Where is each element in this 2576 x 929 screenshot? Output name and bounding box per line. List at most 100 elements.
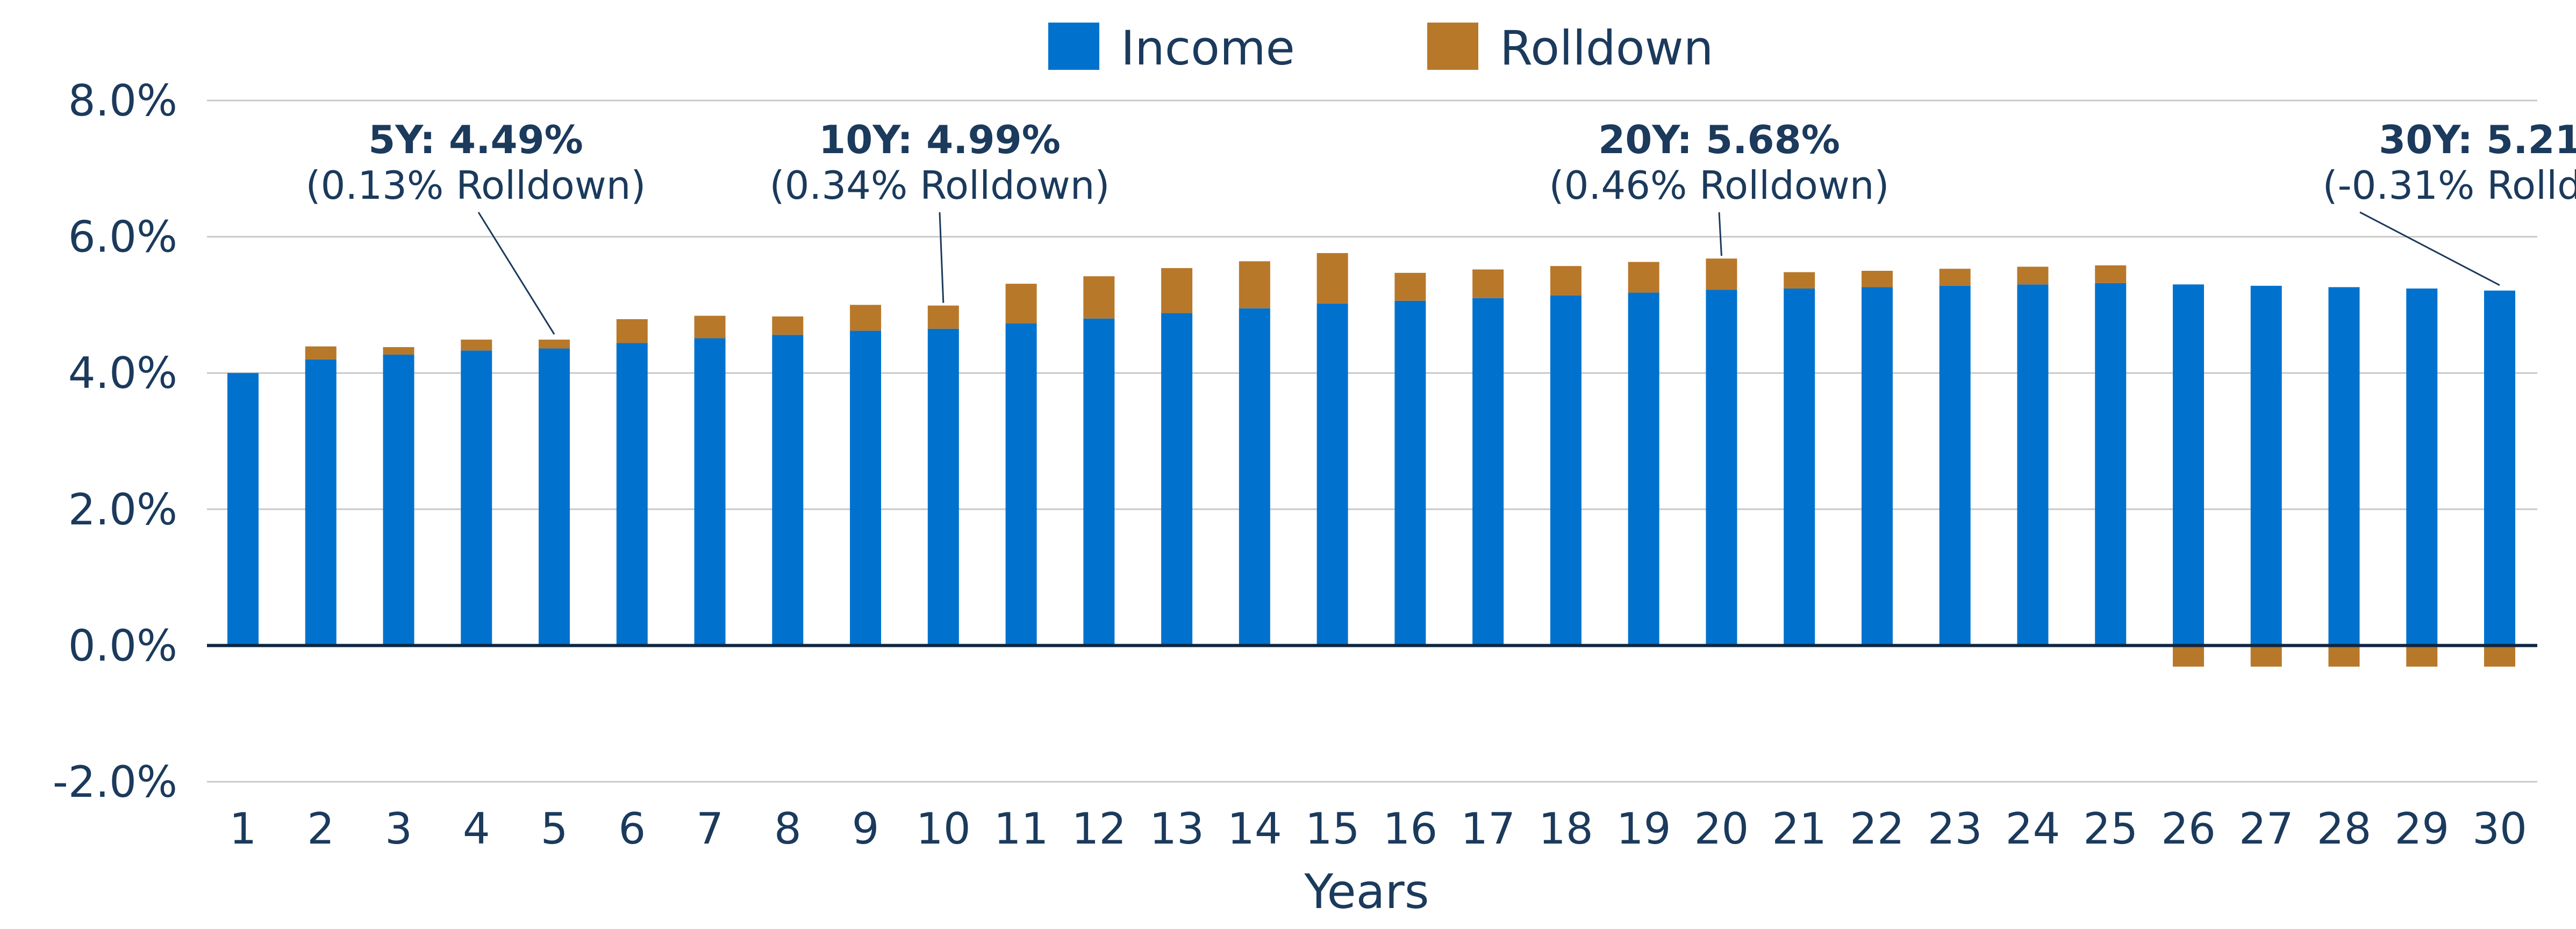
bar-rolldown: [539, 340, 570, 349]
x-tick-label: 18: [1539, 804, 1593, 854]
x-tick-label: 3: [385, 804, 412, 854]
x-tick-label: 28: [2317, 804, 2372, 854]
bar-rolldown: [772, 316, 804, 335]
y-axis-ticks: -2.0% 0.0% 2.0% 4.0% 6.0% 8.0%: [53, 76, 177, 807]
annotation-leader-line: [477, 212, 555, 335]
x-tick-label: 16: [1383, 804, 1437, 854]
annotation-title: 10Y: 4.99%: [819, 117, 1061, 162]
annotation-leader-line: [2359, 211, 2500, 286]
bar-income: [1394, 300, 1426, 646]
annotation-subtitle: (0.13% Rolldown): [306, 163, 646, 208]
bar-income: [2017, 284, 2049, 646]
x-tick-label: 9: [852, 804, 879, 854]
bar-income: [1005, 323, 1037, 646]
bar-income: [1239, 308, 1270, 646]
x-tick-label: 17: [1461, 804, 1515, 854]
x-axis-title: Years: [1304, 864, 1429, 919]
legend-label: Rolldown: [1500, 20, 1713, 76]
bar-rolldown: [2095, 265, 2127, 283]
y-tick-label: -2.0%: [53, 757, 177, 807]
bar-rolldown: [850, 305, 882, 331]
x-tick-label: 24: [2006, 804, 2060, 854]
bar-rolldown: [2484, 645, 2515, 667]
annotations: 5Y: 4.49%(0.13% Rolldown) 10Y: 4.99%(0.34…: [306, 117, 2576, 335]
x-axis-ticks: 1 2 3 4 5 6 7 8 9 10 11 12 13 14 15 16 17 18 19 20 21 22 23 24 2…: [230, 804, 2527, 854]
x-tick-label: 8: [774, 804, 802, 854]
x-tick-label: 19: [1616, 804, 1671, 854]
bar-income: [1083, 318, 1115, 646]
y-tick-label: 2.0%: [68, 485, 177, 535]
bar-rolldown: [1316, 253, 1348, 304]
x-tick-label: 22: [1850, 804, 1905, 854]
x-tick-label: 26: [2161, 804, 2216, 854]
bar-rolldown: [2328, 645, 2360, 667]
bar-rolldown: [383, 347, 414, 355]
bar-rolldown: [927, 305, 959, 329]
bar-income: [1161, 313, 1193, 646]
bars: [227, 253, 2515, 667]
bar-rolldown: [694, 315, 726, 339]
bar-rolldown: [1861, 271, 1893, 287]
x-tick-label: 15: [1305, 804, 1360, 854]
x-tick-label: 4: [463, 804, 490, 854]
x-tick-label: 5: [541, 804, 568, 854]
bar-income: [772, 335, 804, 646]
legend: Income Rolldown: [1048, 20, 1713, 76]
bar-rolldown: [1706, 258, 1737, 290]
bar-income: [305, 359, 337, 646]
bar-income: [850, 330, 882, 646]
bar-income: [2484, 290, 2515, 646]
x-tick-label: 25: [2083, 804, 2138, 854]
bar-income: [1472, 298, 1504, 646]
y-tick-label: 6.0%: [68, 212, 177, 262]
bar-rolldown: [1394, 272, 1426, 301]
bar-income: [539, 348, 570, 646]
x-tick-label: 6: [618, 804, 646, 854]
bar-rolldown: [305, 346, 337, 359]
bar-rolldown: [1161, 268, 1193, 313]
x-tick-label: 7: [696, 804, 724, 854]
bar-income: [1628, 292, 1659, 646]
x-tick-label: 27: [2239, 804, 2294, 854]
bar-income: [616, 343, 648, 646]
legend-swatch: [1427, 23, 1478, 70]
bar-rolldown: [2172, 645, 2204, 667]
annotation-title: 5Y: 4.49%: [368, 117, 583, 162]
x-tick-label: 2: [307, 804, 334, 854]
bar-rolldown: [1472, 269, 1504, 298]
bar-rolldown: [1628, 262, 1659, 293]
x-tick-label: 30: [2472, 804, 2527, 854]
bar-rolldown: [2250, 645, 2282, 667]
bar-income: [1706, 290, 1737, 646]
x-tick-label: 14: [1227, 804, 1282, 854]
y-tick-label: 0.0%: [68, 621, 177, 671]
x-tick-label: 13: [1149, 804, 1204, 854]
bar-income: [383, 354, 414, 646]
annotation-subtitle: (-0.31% Rolldown): [2323, 163, 2576, 208]
bar-income: [2095, 283, 2127, 646]
bar-rolldown: [461, 340, 492, 351]
bar-rolldown: [616, 319, 648, 343]
bar-rolldown: [1784, 272, 1815, 289]
legend-swatch: [1048, 23, 1099, 70]
x-tick-label: 12: [1071, 804, 1126, 854]
x-tick-label: 20: [1694, 804, 1749, 854]
annotation-leader-line: [1718, 212, 1722, 256]
bar-income: [927, 328, 959, 646]
bar-rolldown: [2406, 645, 2438, 667]
x-tick-label: 10: [916, 804, 971, 854]
bar-income: [1784, 288, 1815, 646]
legend-label: Income: [1121, 20, 1295, 76]
annotation-title: 30Y: 5.21%: [2379, 117, 2576, 162]
bar-income: [1316, 303, 1348, 646]
bar-income: [1939, 285, 1971, 646]
bar-rolldown: [1939, 269, 1971, 286]
bar-income: [2406, 288, 2438, 646]
annotation-title: 20Y: 5.68%: [1598, 117, 1840, 162]
y-tick-label: 4.0%: [68, 348, 177, 398]
bar-income: [2172, 284, 2204, 646]
bar-rolldown: [1083, 276, 1115, 319]
bar-rolldown: [1005, 284, 1037, 323]
bar-rolldown: [1550, 266, 1582, 296]
